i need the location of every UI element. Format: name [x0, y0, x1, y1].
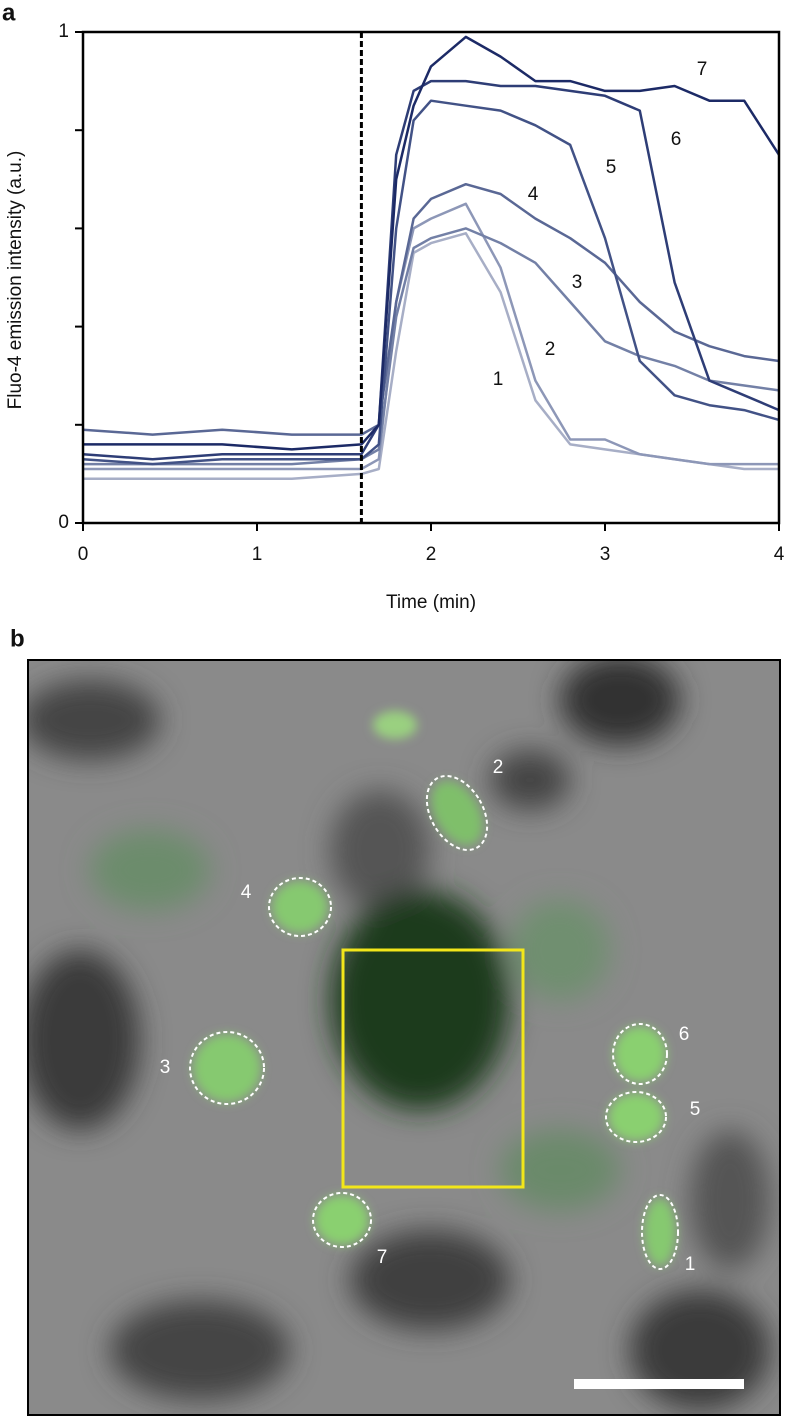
image-texture — [28, 660, 770, 1410]
x-tick-label: 2 — [426, 544, 437, 565]
micrograph — [28, 660, 780, 1415]
x-tick-label: 3 — [600, 544, 611, 565]
x-tick-label: 0 — [78, 544, 89, 565]
line-series — [82, 99, 780, 466]
series-label: 2 — [545, 339, 556, 360]
x-axis-title: Time (min) — [386, 592, 476, 613]
series-label: 6 — [671, 129, 682, 150]
x-tick-label: 1 — [252, 544, 263, 565]
line-series — [82, 79, 780, 461]
line-series — [83, 227, 780, 466]
y-tick-label: 1 — [58, 21, 69, 42]
series-label: 4 — [528, 184, 539, 205]
y-axis-title: Fluo-4 emission intensity (a.u.) — [5, 151, 26, 410]
plot: 1 2 3 4 5 6 7 0 1 2 3 4 0 1 — [58, 21, 784, 565]
x-tick-label: 4 — [774, 544, 785, 565]
line-series — [82, 182, 780, 436]
cell-label: 4 — [241, 882, 252, 903]
cell-label: 5 — [690, 1099, 701, 1120]
series-label: 7 — [697, 59, 708, 80]
scale-bar — [574, 1379, 744, 1389]
panel-label: b — [10, 625, 25, 652]
cell-label: 7 — [377, 1247, 388, 1268]
series-label: 3 — [572, 272, 583, 293]
series-label: 5 — [606, 157, 617, 178]
cell-outlines — [189, 775, 679, 1270]
cell-label: 1 — [685, 1254, 696, 1275]
cells — [193, 711, 676, 1266]
line-series — [83, 35, 781, 451]
inset-box — [341, 948, 525, 1189]
cell-label: 2 — [493, 757, 504, 778]
cell-labels: 1 2 3 4 5 6 7 — [160, 757, 701, 1275]
cell-label: 6 — [679, 1024, 690, 1045]
image-frame — [27, 659, 781, 1416]
line-series — [83, 202, 779, 471]
y-tick-label: 0 — [58, 512, 69, 533]
cell-label: 3 — [160, 1057, 171, 1078]
series-label: 1 — [493, 369, 504, 390]
line-series — [83, 232, 779, 481]
panel-label: a — [2, 0, 16, 26]
